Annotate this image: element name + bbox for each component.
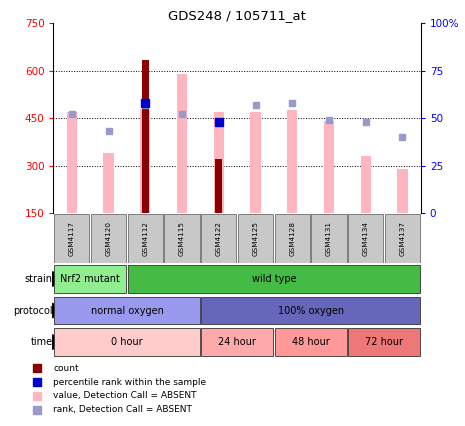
Bar — [287, 110, 298, 213]
Bar — [324, 121, 334, 213]
Bar — [91, 214, 126, 263]
Text: 100% oxygen: 100% oxygen — [278, 305, 344, 316]
Text: GSM4117: GSM4117 — [69, 221, 75, 256]
Bar — [177, 74, 187, 213]
Text: GSM4125: GSM4125 — [252, 221, 259, 256]
Text: Nrf2 mutant: Nrf2 mutant — [60, 274, 120, 284]
Bar — [128, 214, 163, 263]
Bar — [54, 265, 126, 293]
Text: 72 hour: 72 hour — [365, 337, 403, 347]
Bar — [275, 214, 310, 263]
Text: GSM4131: GSM4131 — [326, 221, 332, 256]
Bar — [312, 214, 346, 263]
Bar — [142, 60, 149, 213]
Text: GSM4137: GSM4137 — [399, 221, 405, 256]
Text: 24 hour: 24 hour — [218, 337, 256, 347]
Text: percentile rank within the sample: percentile rank within the sample — [53, 377, 206, 386]
Bar — [128, 265, 420, 293]
Polygon shape — [53, 334, 56, 350]
Bar — [201, 297, 420, 324]
Bar — [54, 328, 199, 356]
Bar — [140, 109, 151, 213]
Bar — [275, 328, 346, 356]
Bar — [397, 169, 408, 213]
Bar — [250, 112, 261, 213]
Bar — [348, 214, 383, 263]
Text: value, Detection Call = ABSENT: value, Detection Call = ABSENT — [53, 391, 197, 400]
Bar — [54, 214, 89, 263]
Polygon shape — [53, 303, 56, 318]
Text: count: count — [53, 364, 79, 373]
Bar — [66, 112, 77, 213]
Text: protocol: protocol — [13, 305, 53, 316]
Bar — [215, 159, 222, 213]
Polygon shape — [53, 271, 56, 287]
Text: GSM4115: GSM4115 — [179, 221, 185, 256]
Bar — [238, 214, 273, 263]
Text: GSM4120: GSM4120 — [106, 221, 112, 256]
Text: wild type: wild type — [252, 274, 296, 284]
Bar — [103, 153, 114, 213]
Text: rank, Detection Call = ABSENT: rank, Detection Call = ABSENT — [53, 405, 193, 414]
Bar — [385, 214, 420, 263]
Bar — [360, 156, 371, 213]
Bar — [201, 214, 236, 263]
Bar — [348, 328, 420, 356]
Bar — [54, 297, 199, 324]
Title: GDS248 / 105711_at: GDS248 / 105711_at — [168, 9, 306, 22]
Text: normal oxygen: normal oxygen — [91, 305, 163, 316]
Bar — [201, 328, 273, 356]
Text: 48 hour: 48 hour — [292, 337, 330, 347]
Text: GSM4112: GSM4112 — [142, 221, 148, 256]
Text: strain: strain — [25, 274, 53, 284]
Bar — [213, 112, 224, 213]
Text: GSM4122: GSM4122 — [216, 221, 222, 256]
Text: GSM4128: GSM4128 — [289, 221, 295, 256]
Text: GSM4134: GSM4134 — [363, 221, 369, 256]
Bar — [165, 214, 199, 263]
Text: 0 hour: 0 hour — [111, 337, 143, 347]
Text: time: time — [31, 337, 53, 347]
